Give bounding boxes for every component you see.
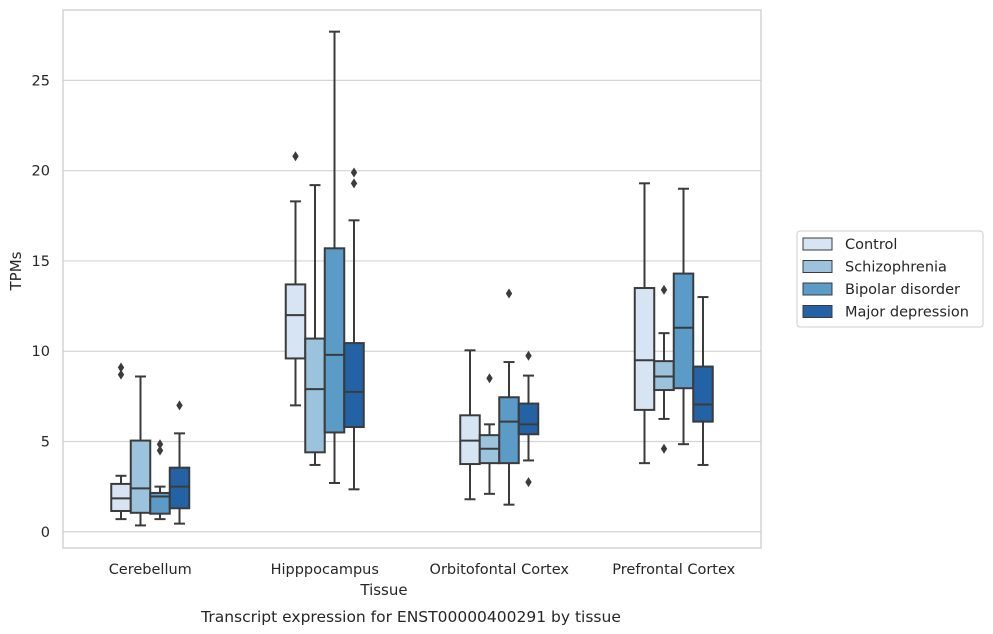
legend-swatch xyxy=(802,260,833,273)
iqr-box xyxy=(672,272,695,390)
box-control xyxy=(459,349,481,501)
box-major-depression xyxy=(692,296,714,466)
y-tick-label: 0 xyxy=(41,525,50,541)
box-bipolar-disorder xyxy=(323,30,346,485)
x-tick-label: Prefrontal Cortex xyxy=(612,562,735,578)
legend: Control Schizophrenia Bipolar disorder Majo… xyxy=(796,230,984,328)
iqr-box xyxy=(633,287,656,411)
gridlines xyxy=(63,79,761,533)
outlier-marker xyxy=(117,369,125,380)
box-schizophrenia xyxy=(478,373,501,495)
box-control xyxy=(110,362,132,521)
iqr-box xyxy=(692,365,714,423)
iqr-box xyxy=(323,247,346,434)
box-bipolar-disorder xyxy=(498,288,520,506)
legend-label: Schizophrenia xyxy=(845,260,947,276)
y-tick-labels: 0 5 10 15 20 25 xyxy=(32,73,50,540)
legend-entries: Control Schizophrenia Bipolar disorder Majo… xyxy=(802,237,969,321)
iqr-box xyxy=(304,337,326,454)
outlier-marker xyxy=(525,350,532,361)
outlier-marker xyxy=(350,167,358,178)
outlier-marker xyxy=(156,439,164,450)
x-tick-labels: Cerebellum Hipppocampus Orbitofontal Corte… xyxy=(109,562,736,578)
outlier-marker xyxy=(176,400,183,411)
outlier-marker xyxy=(156,445,164,456)
outlier-marker xyxy=(292,151,299,162)
box-groups xyxy=(110,30,714,527)
box-major-depression xyxy=(343,167,365,491)
box-control xyxy=(284,151,307,407)
box-bipolar-disorder xyxy=(149,439,171,521)
legend-label: Major depression xyxy=(845,305,969,321)
legend-swatch xyxy=(802,237,833,251)
outlier-marker xyxy=(505,288,513,299)
iqr-box xyxy=(129,439,152,514)
x-tick-label: Cerebellum xyxy=(109,562,192,578)
box-major-depression xyxy=(168,400,191,525)
x-axis-label: Tissue xyxy=(359,581,407,599)
outlier-marker xyxy=(525,477,532,488)
y-tick-label: 10 xyxy=(32,344,50,360)
box-schizophrenia xyxy=(653,284,675,454)
y-tick-label: 25 xyxy=(32,73,50,89)
legend-label: Bipolar disorder xyxy=(845,282,960,298)
chart-caption: Transcript expression for ENST0000040029… xyxy=(200,608,621,626)
y-axis-label: TPMs xyxy=(7,251,25,291)
x-tick-label: Orbitofontal Cortex xyxy=(430,562,570,578)
y-tick-label: 5 xyxy=(41,434,50,450)
outlier-marker xyxy=(350,178,358,189)
plot-frame xyxy=(62,9,762,549)
legend-swatch xyxy=(802,282,833,296)
iqr-box xyxy=(498,396,520,465)
iqr-box xyxy=(168,466,191,510)
box-major-depression xyxy=(517,350,540,488)
outlier-marker xyxy=(660,443,668,454)
box-schizophrenia xyxy=(129,375,152,527)
legend-swatch xyxy=(802,305,833,318)
iqr-box xyxy=(284,283,307,360)
box-schizophrenia xyxy=(304,184,326,466)
legend-frame xyxy=(796,230,984,328)
y-tick-label: 20 xyxy=(32,164,50,180)
legend-label: Control xyxy=(845,237,897,253)
y-tick-label: 15 xyxy=(32,254,50,270)
box-control xyxy=(633,182,656,465)
outlier-marker xyxy=(660,284,668,295)
outlier-marker xyxy=(486,373,493,384)
iqr-box xyxy=(517,402,540,436)
box-bipolar-disorder xyxy=(672,187,695,446)
outlier-marker xyxy=(117,362,125,373)
x-tick-label: Hipppocampus xyxy=(271,562,379,578)
iqr-box xyxy=(343,342,365,429)
